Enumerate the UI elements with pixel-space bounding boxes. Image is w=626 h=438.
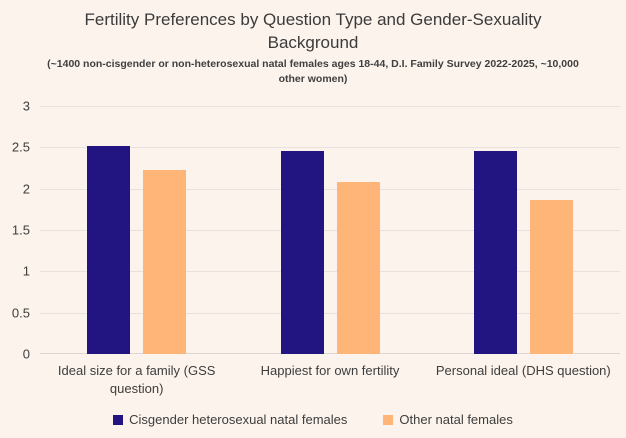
- legend-label: Other natal females: [399, 412, 513, 427]
- y-axis-tick-label: 2.5: [11, 139, 30, 155]
- legend: Cisgender heterosexual natal females Othe…: [0, 412, 626, 427]
- bar-series-1-category-0: [143, 170, 187, 354]
- bar-series-0-category-0: [87, 145, 131, 354]
- legend-label: Cisgender heterosexual natal females: [129, 412, 348, 427]
- x-axis: Ideal size for a family (GSS question) Ha…: [40, 362, 620, 402]
- bar-series-1-category-2: [529, 200, 573, 354]
- legend-item-1: Other natal females: [383, 412, 513, 427]
- gridline: [40, 188, 620, 190]
- x-axis-category-label: Ideal size for a family (GSS question): [57, 363, 216, 396]
- gridline: [40, 312, 620, 314]
- y-axis-tick-label: 1.5: [11, 222, 30, 238]
- x-axis-category-label: Happiest for own fertility: [260, 363, 400, 378]
- gridline: [40, 353, 620, 354]
- y-axis-tick-label: 3: [22, 98, 30, 114]
- chart-plot-area: [40, 106, 620, 354]
- gridline: [40, 230, 620, 231]
- y-axis-tick-label: 0.5: [11, 305, 30, 321]
- bar-series-0-category-2: [473, 151, 517, 354]
- y-axis-tick-label: 2: [22, 181, 30, 197]
- y-axis-tick-label: 0: [22, 346, 30, 362]
- y-axis-tick-label: 1: [22, 263, 30, 279]
- gridline: [40, 271, 620, 273]
- gridline: [40, 147, 620, 149]
- bar-series-1-category-1: [336, 182, 380, 354]
- bar-series-0-category-1: [280, 151, 324, 354]
- y-axis: 0 0.5 1 1.5 2 2.5 3: [0, 99, 30, 362]
- legend-item-0: Cisgender heterosexual natal females: [113, 412, 347, 427]
- x-axis-category-label: Personal ideal (DHS question): [435, 363, 611, 378]
- chart-title: Fertility Preferences by Question Type a…: [84, 10, 542, 52]
- legend-swatch-icon: [113, 414, 124, 425]
- gridline: [40, 106, 620, 107]
- legend-swatch-icon: [383, 414, 394, 425]
- chart-subtitle: (~1400 non-cisgender or non-heterosexual…: [47, 58, 579, 85]
